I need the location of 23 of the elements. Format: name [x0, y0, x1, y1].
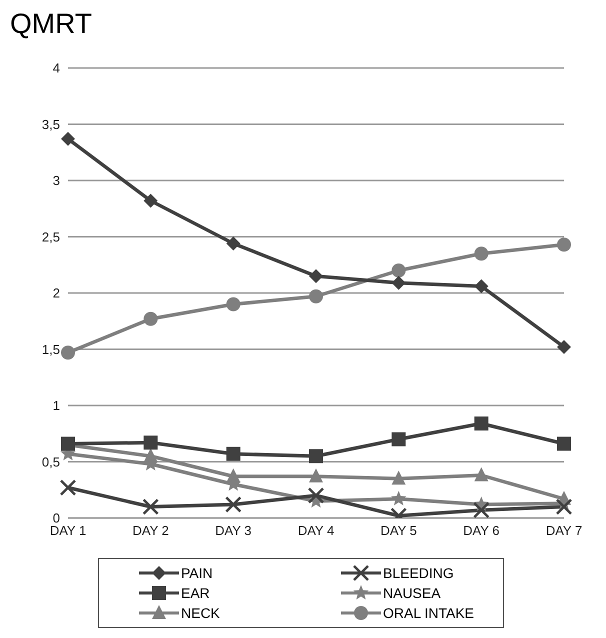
y-tick-label: 2 [52, 286, 60, 301]
legend-label: ORAL INTAKE [383, 605, 474, 621]
y-tick-label: 1,5 [42, 342, 60, 357]
x-tick-label: DAY 6 [463, 523, 500, 538]
y-tick-label: 3,5 [42, 116, 60, 132]
x-tick-label: DAY 3 [215, 523, 252, 538]
x-tick-label: DAY 5 [380, 523, 417, 538]
legend-label: NAUSEA [383, 585, 441, 601]
legend-label: NECK [181, 605, 220, 621]
legend-label: BLEEDING [383, 565, 454, 581]
chart-title: QMRT [10, 8, 93, 41]
x-tick-label: DAY 4 [298, 523, 334, 538]
y-tick-label: 0,5 [42, 454, 60, 470]
x-tick-label: DAY 1 [50, 523, 86, 538]
legend-label: PAIN [181, 565, 213, 581]
y-tick-label: 0 [52, 510, 60, 526]
y-tick-label: 2,5 [42, 229, 60, 244]
x-tick-label: DAY 2 [132, 523, 169, 538]
x-tick-label: DAY 7 [546, 523, 582, 538]
y-tick-label: 4 [52, 60, 60, 76]
y-tick-label: 1 [52, 398, 60, 414]
legend-label: EAR [181, 585, 210, 601]
y-tick-label: 3 [52, 173, 60, 188]
